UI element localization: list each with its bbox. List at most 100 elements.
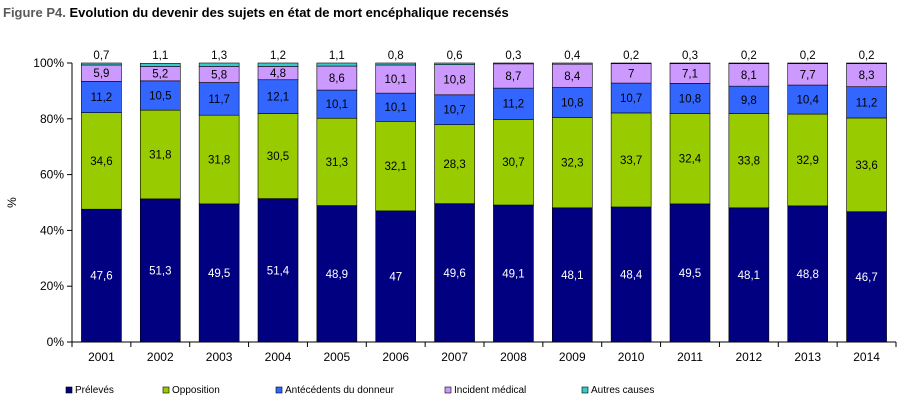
data-label: 10,1: [326, 99, 348, 111]
figure-number: Figure P4.: [3, 5, 66, 20]
bar-segment: [434, 203, 475, 343]
data-label: 7: [628, 68, 634, 80]
data-label: 4,8: [270, 68, 286, 80]
data-label: 10,8: [443, 75, 465, 87]
bar-segment: [257, 198, 299, 343]
data-label: 5,8: [211, 69, 227, 81]
bar-segment: [493, 119, 534, 206]
y-tick-label: 40%: [40, 223, 64, 237]
data-label: 47,6: [90, 271, 112, 283]
data-label: 0,3: [682, 50, 698, 62]
data-label: 31,3: [326, 157, 348, 169]
x-tick-label: 2002: [147, 350, 174, 364]
bar-segment: [81, 62, 122, 66]
x-tick-label: 2003: [206, 350, 233, 364]
data-label: 8,4: [564, 71, 581, 83]
data-label: 8,3: [859, 70, 875, 82]
legend-swatch: [444, 386, 452, 394]
data-label: 1,3: [211, 50, 227, 62]
x-tick-label: 2014: [853, 350, 880, 364]
bar-segment: [846, 86, 887, 119]
bar-segment: [551, 62, 593, 65]
bar-segment: [787, 84, 829, 115]
data-label: 8,7: [505, 71, 521, 83]
bar-segment: [139, 62, 181, 67]
bar-segment: [375, 121, 417, 212]
bar-segment: [375, 210, 417, 343]
data-label: 48,4: [620, 269, 643, 281]
data-label: 51,3: [149, 265, 171, 277]
data-label: 33,7: [620, 155, 642, 167]
bar-segment: [669, 113, 711, 205]
data-label: 11,2: [91, 92, 113, 104]
bar-segment: [787, 62, 829, 64]
bar-segment: [610, 82, 652, 114]
legend-label: Opposition: [172, 385, 220, 396]
bar-segment: [375, 92, 417, 122]
bar-segment: [316, 62, 358, 67]
x-tick-label: 2007: [441, 350, 468, 364]
data-label: 0,2: [859, 50, 875, 62]
data-label: 0,6: [447, 50, 463, 62]
data-label: 32,4: [679, 154, 702, 166]
data-label: 10,4: [797, 95, 820, 107]
data-label: 0,4: [564, 50, 581, 62]
data-label: 0,2: [800, 50, 816, 62]
bar-segment: [728, 85, 770, 114]
title-text: Evolution du devenir des sujets en état …: [69, 5, 509, 20]
x-tick-label: 2004: [265, 350, 292, 364]
bar-segment: [139, 198, 181, 343]
x-tick-label: 2001: [88, 350, 115, 364]
data-label: 51,4: [267, 265, 290, 277]
data-label: 10,5: [149, 91, 171, 103]
legend-swatch: [275, 386, 283, 394]
data-label: 1,2: [270, 50, 286, 62]
bar-segment: [257, 62, 299, 67]
legend-swatch: [162, 386, 170, 394]
legend-label: Prélevés: [75, 385, 114, 396]
data-label: 48,8: [797, 269, 819, 281]
bar-segment: [610, 112, 652, 208]
bar-segment: [198, 114, 240, 205]
bar-segment: [493, 204, 534, 343]
bar-segment: [434, 94, 475, 125]
data-label: 0,2: [741, 50, 757, 62]
data-label: 30,5: [267, 151, 289, 163]
legend-label: Antécédents du donneur: [285, 385, 395, 396]
bar-segment: [610, 62, 652, 64]
bar-segment: [551, 207, 593, 343]
data-label: 0,2: [623, 50, 639, 62]
y-tick-label: 0%: [47, 335, 65, 349]
bar-segment: [728, 113, 770, 209]
legend-swatch: [581, 386, 589, 394]
y-tick-label: 60%: [40, 168, 64, 182]
x-tick-label: 2013: [794, 350, 821, 364]
legend-label: Autres causes: [591, 385, 654, 396]
legend-swatch: [65, 386, 73, 394]
bar-segment: [375, 62, 417, 66]
chart-title: Figure P4. Evolution du devenir des suje…: [3, 5, 509, 20]
bar-segment: [316, 205, 358, 343]
bar-segment: [787, 205, 829, 343]
y-axis-label: %: [5, 197, 19, 208]
bar-segment: [198, 203, 240, 343]
data-label: 48,9: [326, 269, 348, 281]
data-label: 8,6: [329, 73, 345, 85]
y-tick-label: 100%: [33, 56, 64, 70]
y-tick-label: 80%: [40, 112, 64, 126]
data-label: 32,3: [561, 158, 583, 170]
y-tick-label: 20%: [40, 279, 64, 293]
data-label: 8,1: [741, 70, 757, 82]
data-label: 11,2: [856, 97, 878, 109]
data-label: 5,9: [93, 68, 109, 80]
data-label: 48,1: [561, 270, 583, 282]
x-tick-label: 2006: [382, 350, 409, 364]
data-label: 10,8: [679, 93, 701, 105]
bar-segment: [551, 117, 593, 209]
data-label: 48,1: [738, 270, 760, 282]
data-label: 32,1: [385, 161, 407, 173]
data-label: 11,2: [503, 99, 525, 111]
bar-segment: [434, 62, 475, 65]
data-label: 0,7: [93, 50, 109, 62]
